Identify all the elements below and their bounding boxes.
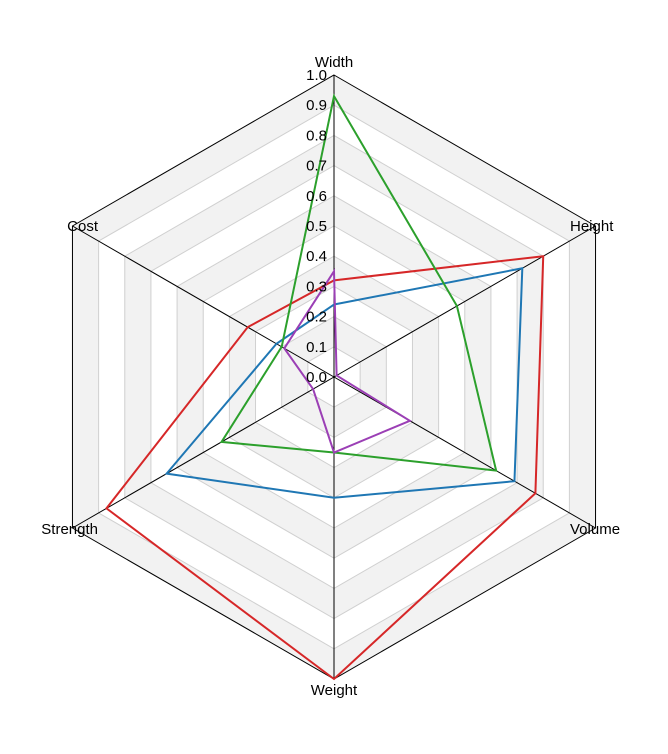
tick-label: 0.4 (306, 248, 327, 265)
tick-label: 0.6 (306, 188, 327, 205)
series-2-line (164, 267, 524, 499)
series-group (105, 93, 545, 681)
tick-label: 0.3 (306, 278, 327, 295)
axis-spoke (333, 376, 596, 529)
axis-label-cost: Cost (67, 218, 99, 235)
tick-label: 0.7 (306, 158, 327, 175)
tick-label: 0.9 (306, 97, 327, 114)
series-4-line (283, 268, 413, 454)
axis-label-height: Height (570, 218, 614, 235)
axis-spokes (72, 75, 596, 679)
axis-label-strength: Strength (41, 521, 98, 538)
axis-label-weight: Weight (311, 682, 358, 699)
radial-tick-labels: 0.0 0.1 0.2 0.3 0.4 0.5 0.6 0.7 0.8 0.9 1.0 (306, 67, 327, 386)
axis-labels: Width Height Volume Weight Strength Cost (41, 54, 620, 699)
series-1-line (105, 255, 545, 681)
axis-label-width: Width (315, 54, 353, 71)
tick-label: 0.1 (306, 339, 327, 356)
tick-label: 0.8 (306, 127, 327, 144)
axis-spoke (72, 225, 335, 378)
axis-label-volume: Volume (570, 521, 620, 538)
tick-label: 0.5 (306, 218, 327, 235)
axis-spoke (72, 376, 335, 529)
axis-spoke (333, 225, 596, 378)
tick-label: 0.0 (306, 369, 327, 386)
tick-label: 1.0 (306, 67, 327, 84)
tick-label: 0.2 (306, 309, 327, 326)
